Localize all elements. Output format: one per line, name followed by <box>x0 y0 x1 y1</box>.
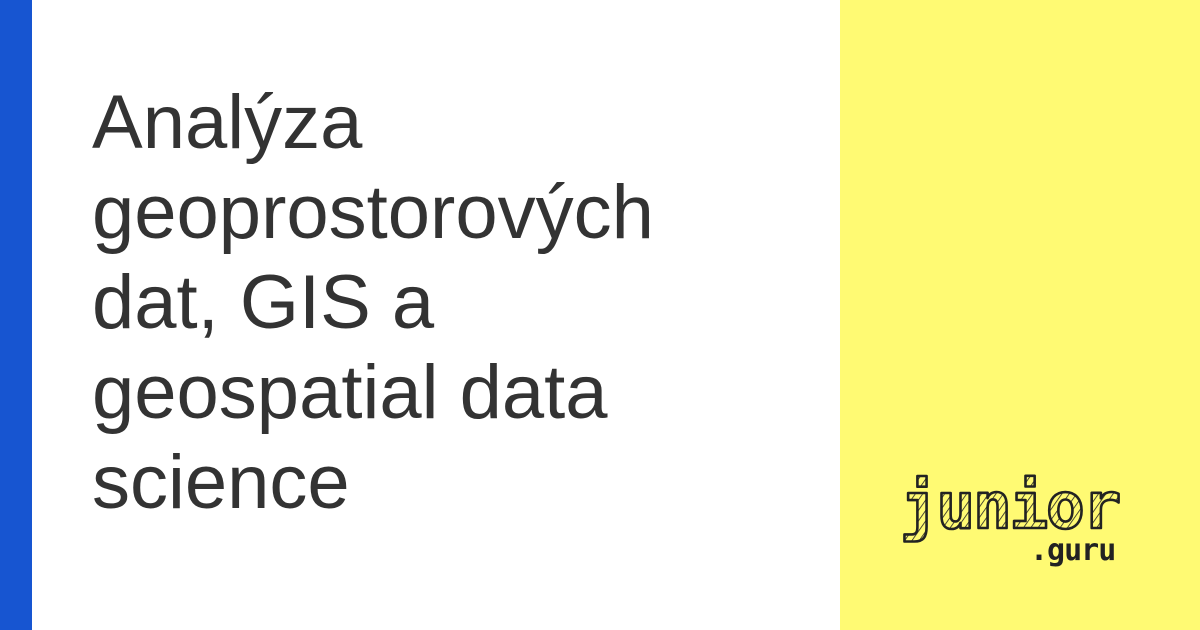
side-panel: junior junior .guru <box>840 0 1200 630</box>
page-title: Analýza geoprostorových dat, GIS a geosp… <box>92 78 812 528</box>
logo-main-fill: junior <box>900 470 1119 544</box>
accent-bar <box>0 0 32 630</box>
logo-graphic: junior junior .guru <box>899 469 1123 568</box>
title-line: geoprostorových <box>92 170 654 255</box>
title-line: geospatial data <box>92 350 608 435</box>
logo-sub-text: .guru <box>1030 533 1115 568</box>
title-line: Analýza <box>92 80 363 165</box>
title-line: dat, GIS a <box>92 260 435 345</box>
title-line: science <box>92 440 350 525</box>
junior-guru-logo: junior junior .guru <box>896 458 1146 578</box>
logo-main-text: junior <box>900 470 1119 544</box>
